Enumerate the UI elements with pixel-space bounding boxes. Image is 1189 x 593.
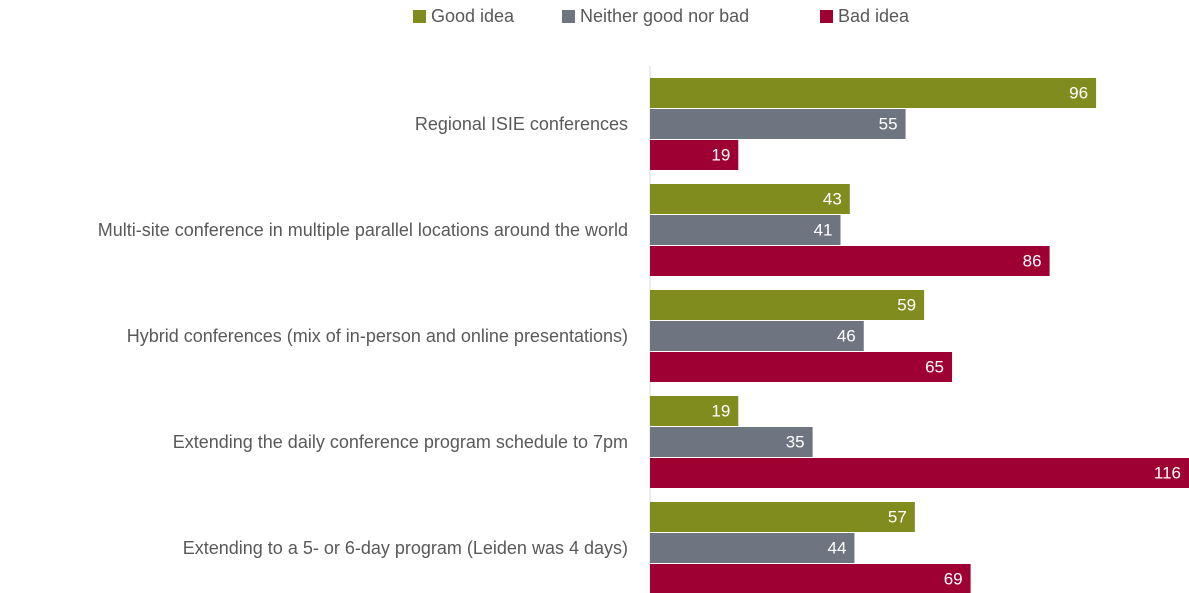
- data-label: 19: [711, 401, 730, 420]
- bar: [650, 184, 850, 214]
- legend-swatch: [562, 10, 575, 23]
- data-label: 44: [828, 538, 847, 557]
- data-label: 57: [888, 507, 907, 526]
- bar: [650, 564, 971, 593]
- bar: [650, 215, 841, 245]
- data-label: 69: [944, 569, 963, 588]
- category-text: Extending the daily conference program s…: [172, 432, 628, 452]
- data-label: 59: [897, 295, 916, 314]
- category-label: Regional ISIE conferences: [0, 111, 628, 137]
- bar: [650, 458, 1189, 488]
- category-text: Regional ISIE conferences: [414, 114, 628, 134]
- bar: [650, 246, 1050, 276]
- bar: [650, 290, 925, 320]
- legend-label: Good idea: [431, 6, 515, 26]
- category-text: Hybrid conferences (mix of in-person and…: [126, 326, 628, 346]
- category-text: Extending to a 5- or 6-day program (Leid…: [182, 538, 628, 558]
- bar: [650, 352, 953, 382]
- legend-label: Neither good nor bad: [580, 6, 749, 26]
- bar: [650, 427, 813, 457]
- data-label: 96: [1069, 83, 1088, 102]
- bar: [650, 396, 739, 426]
- category-label: Extending the daily conference program s…: [0, 429, 628, 455]
- bar: [650, 502, 915, 532]
- data-label: 35: [786, 432, 805, 451]
- category-label: Extending to a 5- or 6-day program (Leid…: [0, 535, 628, 561]
- data-label: 19: [711, 145, 730, 164]
- category-label: Hybrid conferences (mix of in-person and…: [0, 323, 628, 349]
- legend-label: Bad idea: [838, 6, 910, 26]
- bar: [650, 533, 855, 563]
- data-label: 116: [1154, 463, 1181, 482]
- data-label: 86: [1023, 251, 1042, 270]
- legend-swatch: [413, 10, 426, 23]
- bar: [650, 321, 864, 351]
- data-label: 41: [814, 220, 833, 239]
- data-label: 65: [925, 357, 944, 376]
- data-label: 46: [837, 326, 856, 345]
- bar: [650, 109, 906, 139]
- bar: [650, 78, 1097, 108]
- category-text: Multi-site conference in multiple parall…: [97, 220, 628, 240]
- data-label: 55: [879, 114, 898, 133]
- category-label: Multi-site conference in multiple parall…: [0, 217, 628, 243]
- bar: [650, 140, 739, 170]
- data-label: 43: [823, 189, 842, 208]
- legend-swatch: [820, 10, 833, 23]
